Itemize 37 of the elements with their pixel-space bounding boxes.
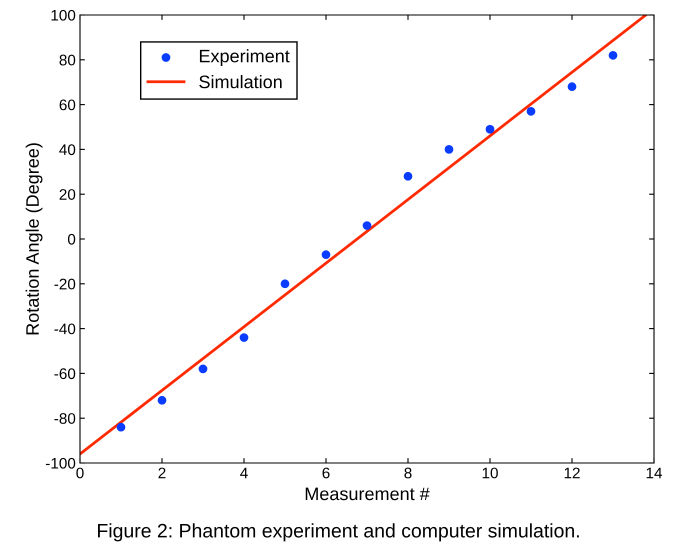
y-tick-label: -60: [54, 368, 76, 380]
x-tick-label: 8: [404, 468, 412, 478]
caption: Figure 2: Phantom experiment and computer simulation.: [98, 523, 579, 542]
legend-label: Experiment: [200, 49, 290, 66]
y-tick-label: 100: [52, 10, 76, 21]
x-tick-label: 10: [482, 468, 498, 478]
point: [280, 279, 290, 288]
x-tick-label: 2: [158, 468, 166, 478]
point: [322, 250, 330, 260]
point: [240, 333, 248, 342]
x-tick-label: 0: [76, 468, 84, 478]
y-tick-label: 20: [60, 189, 76, 200]
point: [486, 124, 494, 134]
y-tick-label: 80: [60, 54, 76, 66]
point: [608, 50, 618, 60]
point: [568, 82, 576, 92]
point: [404, 172, 412, 181]
y-tick-label: 40: [59, 144, 76, 156]
x-tick-label: 12: [564, 468, 580, 478]
point: [198, 364, 208, 374]
point: [526, 106, 536, 116]
x-tick-label: 6: [322, 468, 330, 478]
legend-label: Simulation: [199, 75, 282, 88]
x-tick-label: 4: [240, 468, 248, 478]
x-tick-label: 14: [646, 468, 662, 478]
point: [116, 422, 126, 432]
y-tick-label: -40: [54, 323, 76, 334]
y-tick-label: -80: [54, 413, 76, 424]
x-axis-title: Measurement #: [306, 488, 430, 500]
y-tick-label: -20: [54, 278, 76, 290]
point: [362, 221, 372, 230]
point: [158, 396, 166, 405]
y-tick-label: -100: [46, 458, 76, 469]
point: [444, 145, 454, 154]
y-tick-label: 60: [60, 99, 76, 110]
y-axis-title: Rotation Angle (Degree): [26, 143, 42, 334]
y-tick-label: 0: [68, 234, 76, 245]
